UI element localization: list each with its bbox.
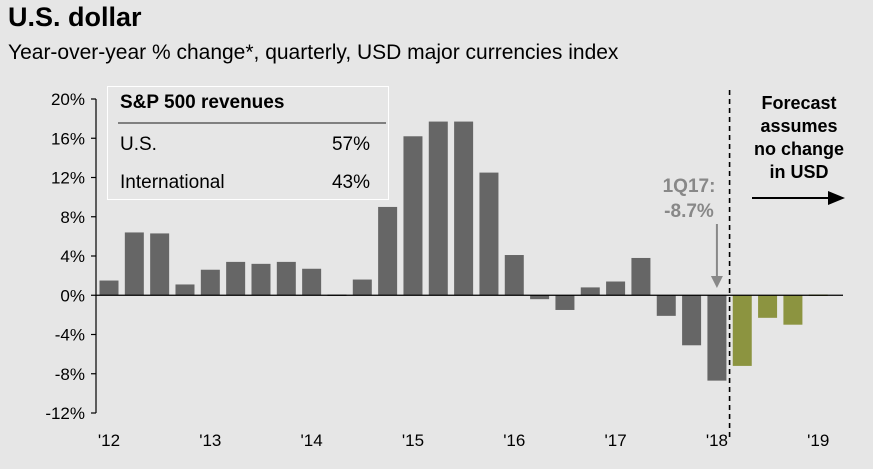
row-value: 43% [331, 172, 370, 193]
bar-actual [428, 121, 448, 296]
y-tick-label: 16% [51, 129, 85, 148]
y-tick-label: 12% [51, 169, 85, 188]
y-tick-label: 8% [60, 208, 85, 227]
y-tick-label: -4% [55, 326, 85, 345]
x-tick-label: '13 [199, 431, 221, 450]
bar-forecast [758, 295, 778, 318]
x-tick-label: '18 [706, 431, 728, 450]
forecast-note-line: no change [754, 139, 844, 159]
bar-actual [606, 281, 626, 296]
callout-period: 1Q17: [663, 176, 716, 197]
table-row: International 43% [120, 172, 370, 194]
bar-actual [175, 284, 195, 296]
forecast-note-line: in USD [769, 162, 828, 182]
y-tick-label: -12% [45, 404, 85, 423]
forecast-note-line: assumes [760, 116, 837, 136]
x-tick-label: '17 [605, 431, 627, 450]
bar-forecast [783, 295, 803, 325]
bar-actual [504, 255, 524, 296]
bar-actual [454, 121, 474, 296]
bar-actual [580, 287, 600, 296]
bar-actual [656, 295, 676, 316]
x-tick-label: '16 [503, 431, 525, 450]
y-tick-label: 20% [51, 90, 85, 109]
x-tick-label: '14 [301, 431, 323, 450]
bar-actual [124, 232, 144, 296]
bar-actual [302, 268, 322, 296]
bar-actual [150, 233, 170, 296]
x-tick-label: '12 [98, 431, 120, 450]
table-title: S&P 500 revenues [120, 92, 285, 113]
table-row: U.S. 57% [120, 134, 370, 156]
bar-actual [682, 295, 702, 346]
bar-actual [403, 136, 423, 296]
y-tick-label: 4% [60, 247, 85, 266]
bar-actual [479, 172, 499, 296]
forecast-note-line: Forecast [761, 93, 836, 113]
row-value: 57% [331, 134, 370, 155]
bar-actual [530, 295, 550, 300]
row-label: U.S. [120, 134, 157, 155]
sp500-revenue-table: S&P 500 revenues U.S. 57% International … [107, 86, 389, 200]
y-tick-label: 0% [60, 286, 85, 305]
x-tick-label: '19 [807, 431, 829, 450]
y-tick-label: -8% [55, 365, 85, 384]
row-label: International [120, 172, 225, 193]
callout-arrow-head [710, 276, 723, 288]
bar-actual [378, 206, 398, 296]
bar-actual [352, 279, 372, 296]
bar-actual [707, 295, 727, 381]
bar-actual [251, 263, 271, 296]
chart-title: U.S. dollar [8, 2, 142, 32]
bar-actual [99, 280, 119, 296]
bar-forecast [732, 295, 752, 366]
forecast-arrow-head [828, 191, 845, 205]
table-divider [118, 122, 386, 124]
bar-actual [226, 261, 246, 296]
x-tick-label: '15 [402, 431, 424, 450]
bar-actual [276, 261, 296, 296]
chart-subtitle: Year-over-year % change*, quarterly, USD… [8, 41, 619, 64]
callout-value: -8.7% [664, 201, 714, 222]
bar-actual [200, 269, 220, 296]
bar-actual [555, 295, 575, 310]
bar-actual [631, 257, 651, 296]
